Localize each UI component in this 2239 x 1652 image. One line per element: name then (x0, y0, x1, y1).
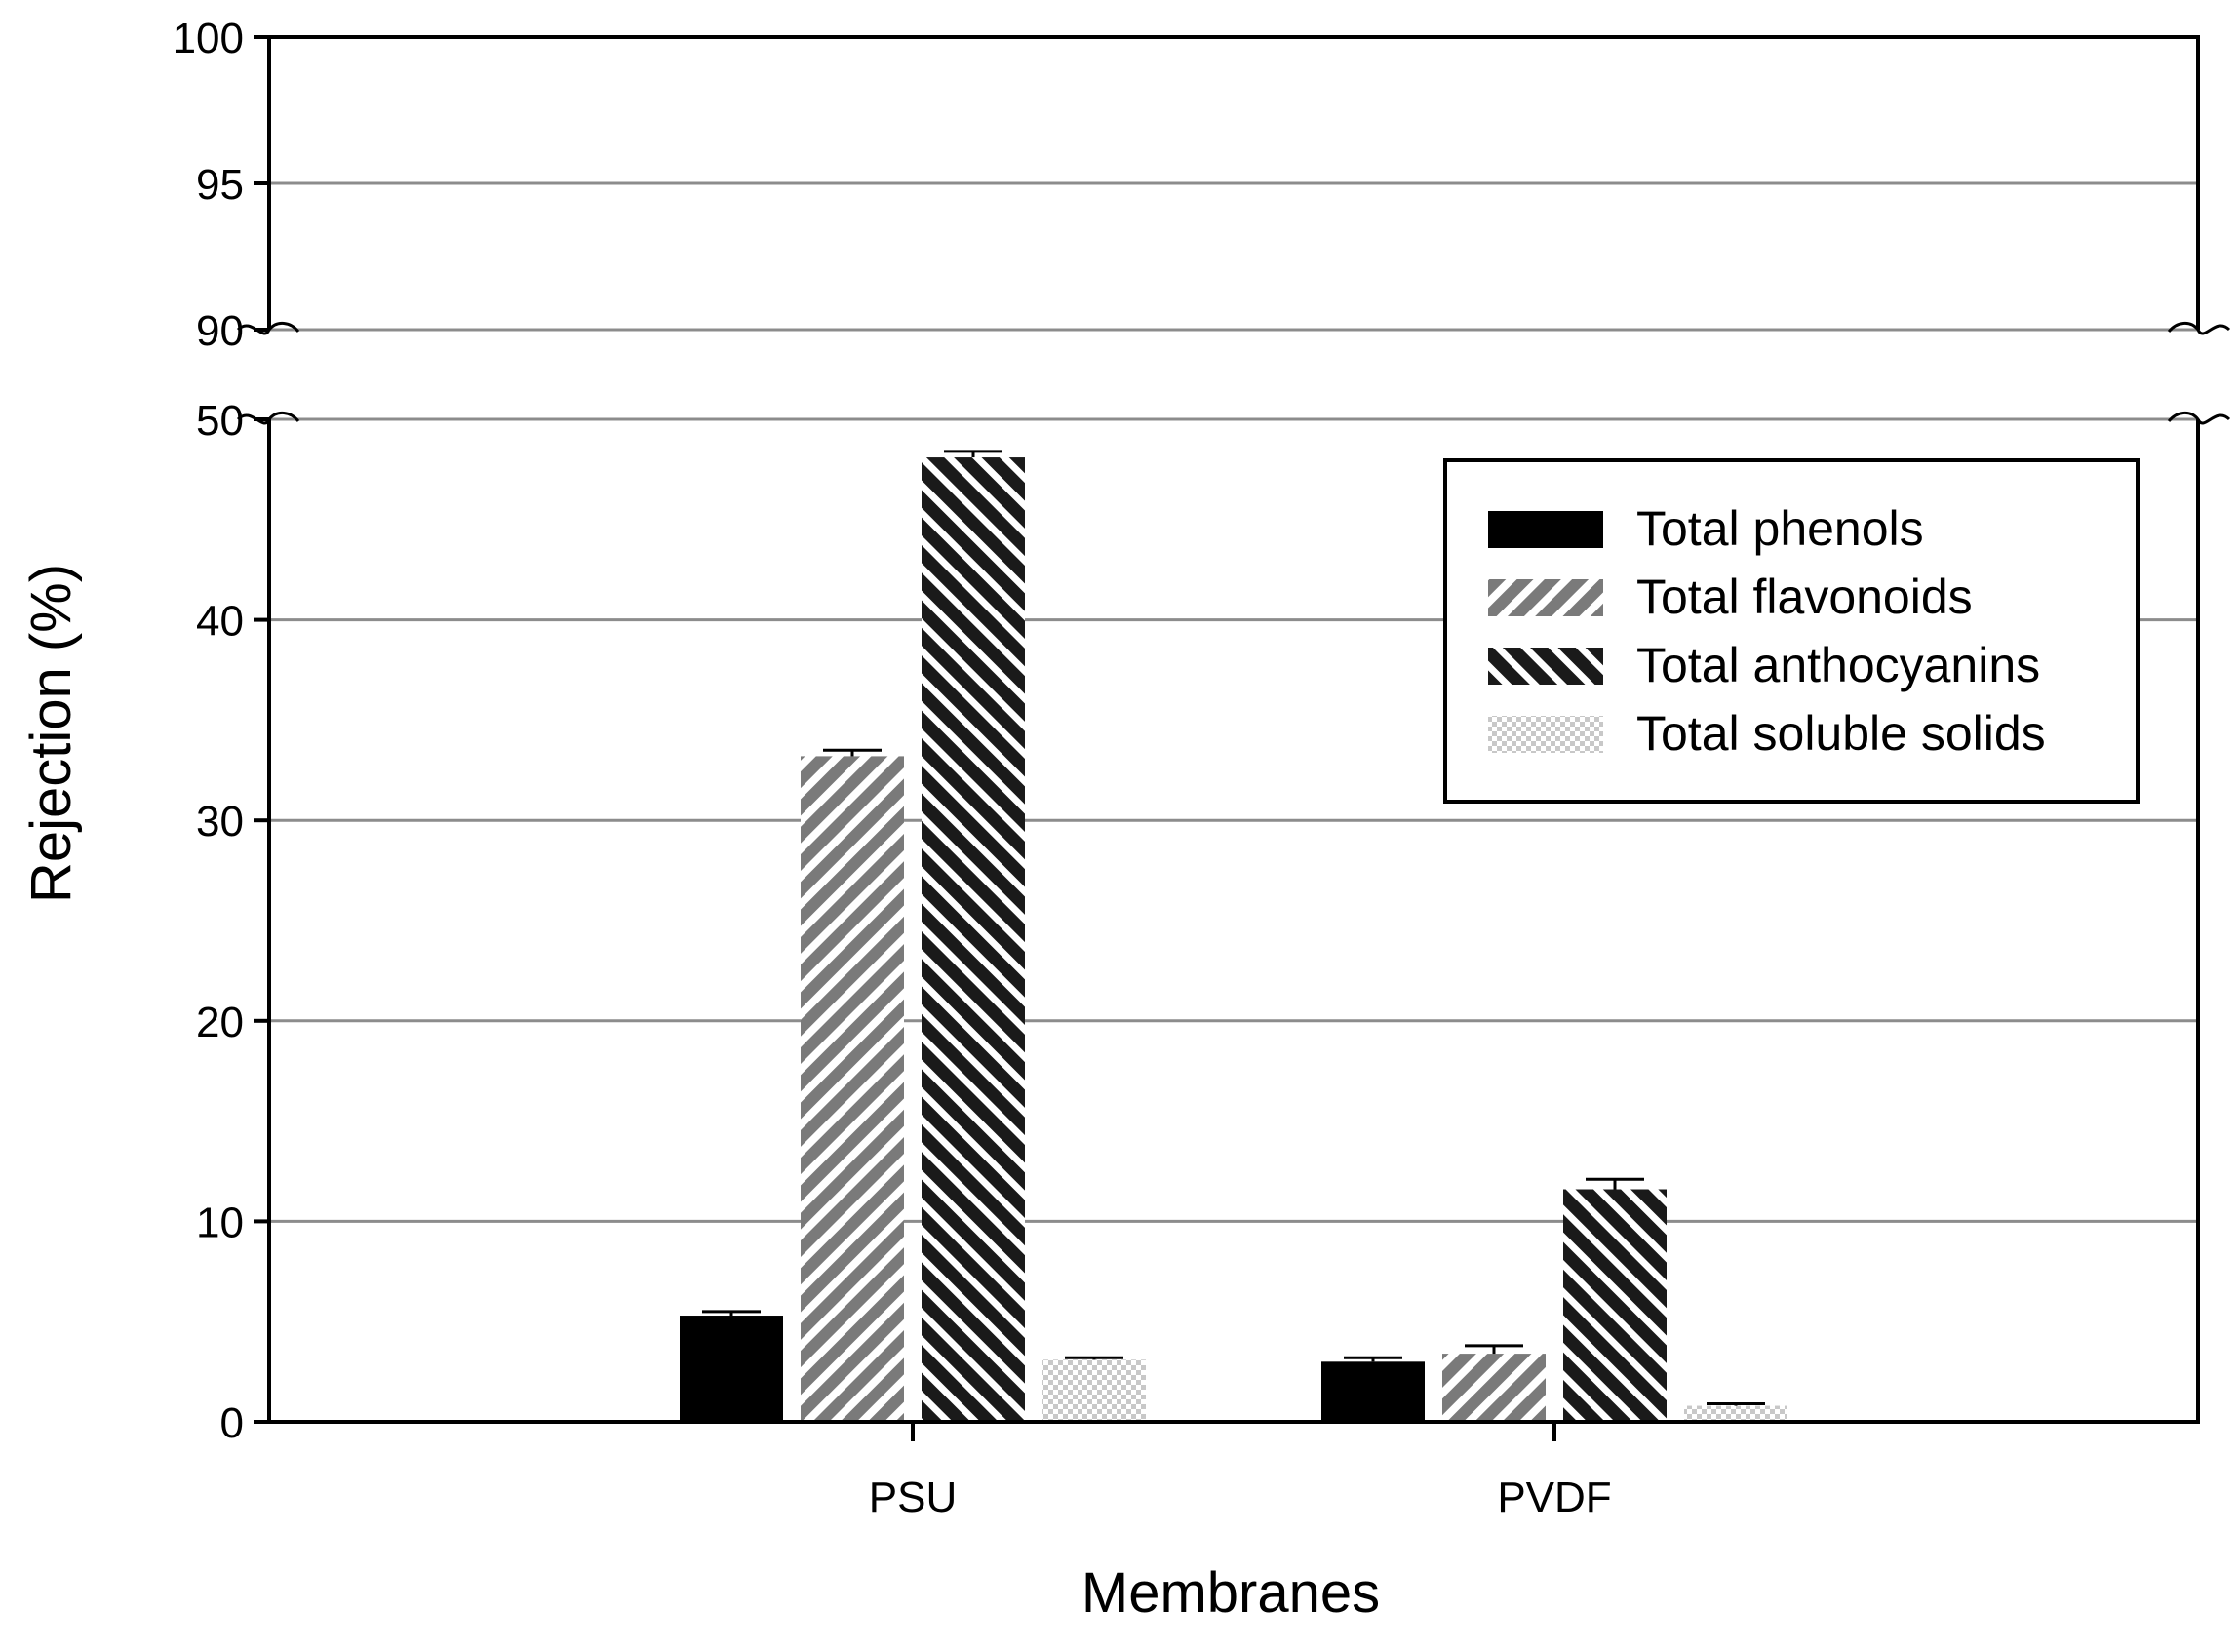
y-tick-label-lower-10: 10 (196, 1199, 244, 1246)
bar-psu-total-phenols (680, 1316, 783, 1422)
bar-pvdf-total-soluble-solids (1684, 1405, 1787, 1422)
legend-swatch-total-anthocyanins (1488, 648, 1603, 685)
bars-layer (680, 457, 1787, 1423)
y-tick-label-lower-40: 40 (196, 598, 244, 646)
axis-break-right-top (2167, 322, 2231, 335)
error-bars-layer (702, 450, 1765, 1406)
bar-pvdf-total-flavonoids (1442, 1354, 1546, 1422)
legend-label-total-flavonoids: Total flavonoids (1636, 570, 1973, 624)
y-tick-label-upper-100: 100 (173, 15, 244, 62)
legend-swatch-total-soluble-solids (1488, 716, 1603, 753)
y-tick-label-lower-20: 20 (196, 999, 244, 1046)
legend-label-total-soluble-solids: Total soluble solids (1636, 706, 2046, 761)
bar-psu-total-flavonoids (801, 756, 904, 1422)
legend: Total phenols Total flavonoids Total antho… (1443, 458, 2140, 804)
legend-label-total-anthocyanins: Total anthocyanins (1636, 638, 2040, 692)
bar-psu-total-anthocyanins (922, 457, 1025, 1423)
bar-pvdf-total-anthocyanins (1563, 1189, 1667, 1422)
x-tick-label-pvdf: PVDF (1497, 1474, 1611, 1521)
bar-psu-total-soluble-solids (1042, 1359, 1146, 1422)
y-axis-title: Rejection (%) (20, 564, 83, 903)
y-tick-label-lower-0: 0 (220, 1399, 244, 1447)
legend-swatch-total-flavonoids (1488, 579, 1603, 616)
legend-swatch-total-phenols (1488, 511, 1603, 548)
grid-lower (269, 417, 2198, 1223)
x-ticks: PSU PVDF (869, 1422, 1612, 1521)
axis-break-right-bottom (2167, 412, 2231, 425)
legend-label-total-phenols: Total phenols (1636, 501, 1924, 556)
y-tick-label-upper-90: 90 (196, 307, 244, 355)
y-tick-label-upper-95: 95 (196, 161, 244, 209)
grid-upper (269, 181, 2198, 332)
lower-panel-frame (267, 419, 2200, 1424)
x-axis-title: Membranes (1081, 1561, 1380, 1625)
y-tick-label-lower-50: 50 (196, 397, 244, 445)
bar-pvdf-total-phenols (1321, 1361, 1425, 1422)
x-tick-label-psu: PSU (869, 1474, 957, 1521)
y-ticks: 90 95 100 0 10 20 30 40 50 (173, 15, 269, 1447)
y-tick-label-lower-30: 30 (196, 798, 244, 846)
